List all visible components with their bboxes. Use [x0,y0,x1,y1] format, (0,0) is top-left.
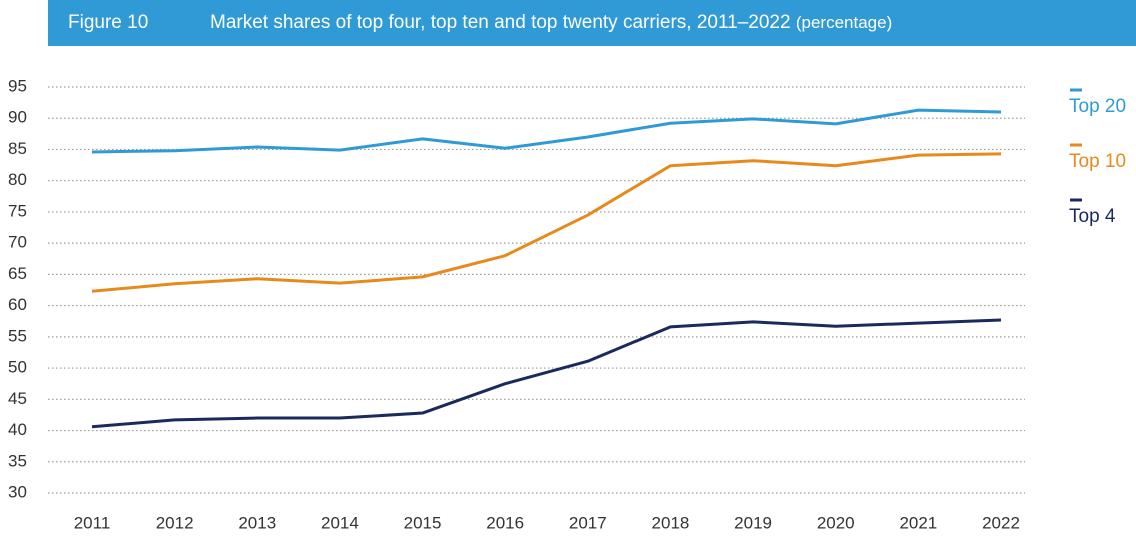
y-tick-label: 40 [8,420,27,439]
x-tick-label: 2018 [652,513,690,532]
header-bar: Figure 10 Market shares of top four, top… [48,0,1136,46]
y-tick-label: 95 [8,76,27,95]
y-tick-label: 60 [8,295,27,314]
y-tick-label: 90 [8,108,27,127]
line-series [91,318,1002,429]
x-tick-label: 2011 [74,513,111,532]
line-series [91,108,1002,154]
y-tick-label: 30 [8,482,27,501]
y-tick-label: 45 [8,389,27,408]
x-tick-label: 2020 [817,513,855,532]
x-tick-label: 2022 [982,513,1020,532]
y-tick-label: 80 [8,170,27,189]
x-tick-label: 2012 [156,513,194,532]
y-tick-label: 70 [8,233,27,252]
y-tick-label: 85 [8,139,27,158]
legend-label: Top 20 [1069,96,1126,117]
y-tick-label: 50 [8,358,27,377]
title-text: Market shares of top four, top ten and t… [210,12,791,33]
legend-label: Top 4 [1069,206,1116,227]
x-tick-label: 2013 [238,513,276,532]
y-tick-label: 55 [8,326,27,345]
x-tick-label: 2015 [404,513,442,532]
chart-title: Market shares of top four, top ten and t… [210,0,892,46]
line-series [91,152,1002,293]
x-tick-label: 2014 [321,513,359,532]
x-tick-label: 2019 [734,513,772,532]
figure-label: Figure 10 [68,12,149,33]
legend-label: Top 10 [1069,151,1126,172]
x-tick-label: 2016 [486,513,524,532]
x-tick-label: 2021 [899,513,937,532]
x-tick-label: 2017 [569,513,607,532]
subtitle: (percentage) [795,13,893,32]
y-tick-label: 35 [8,451,27,470]
y-tick-label: 65 [8,264,27,283]
y-tick-label: 75 [8,201,27,220]
